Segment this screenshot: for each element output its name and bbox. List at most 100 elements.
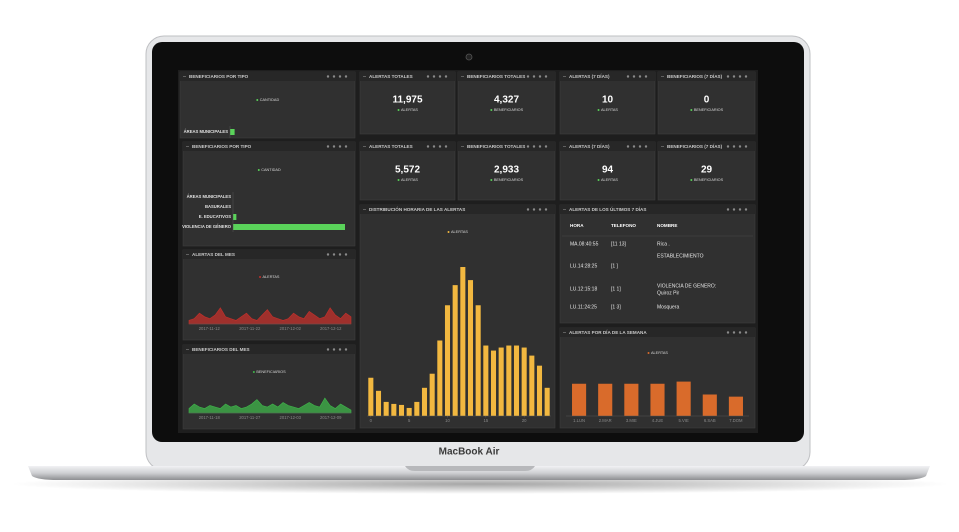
panel-tool-icon [432,145,436,148]
panel-title: BENEFICIARIOS (7 DÍAS) [667,72,723,79]
panel-tool-icon [538,145,542,148]
panel-header [360,205,555,214]
legend-label: ALERTAS [401,178,418,182]
panel-tool-icon [744,75,748,78]
x-tick-label: 2017-12-12 [320,326,342,331]
panel-tool-icon [626,145,630,148]
legend-dot [447,231,450,233]
x-tick-label: 0 [370,418,373,423]
panel-tool-icon [744,208,748,211]
device-label: MacBook Air [439,447,500,458]
bar [598,383,613,416]
panel-tool-icon [326,145,330,148]
panel-title: ALERTAS DE LOS ÚLTIMOS 7 DÍAS [569,205,646,212]
bar [233,214,237,220]
bar [444,305,451,416]
panel-tool-icon [332,75,336,78]
x-tick-label: 20 [522,418,527,423]
legend-label: ALERTAS [601,178,618,182]
bar [624,383,639,416]
panel-header [560,205,755,214]
panel-header [183,250,355,259]
legend-label: BENEFICIARIOS [494,108,524,112]
cell-time: MA.08:40:55 [570,241,599,247]
bar [475,305,481,416]
panel-tool-icon [538,75,542,78]
panel-tool-icon [338,145,342,148]
panel [182,249,356,341]
legend-label: CANTIDAD [261,168,281,172]
panel-tool-icon [632,145,636,148]
panel-tool-icon [426,75,430,78]
panel-header [560,328,755,337]
panel-tool-icon [732,331,736,334]
area [188,397,352,414]
column-header: HORA [570,223,584,228]
camera [465,53,473,61]
panel-title: DISTRIBUCIÓN HORARIA DE LAS ALERTAS [369,205,465,212]
panel-tool-icon [332,145,336,148]
bar [398,404,405,416]
panel-header [560,142,655,151]
panel-tool-icon [532,145,536,148]
stat-value: 5,572 [395,165,420,176]
bar [702,394,717,416]
panel-tool-icon [738,145,742,148]
x-tick-label: 15 [483,418,488,423]
bar [460,267,466,416]
panel [359,141,456,201]
legend-label: CANTIDAD [260,98,280,102]
legend-label: BENEFICIARIOS [694,178,724,182]
legend-dot [490,179,493,181]
panel-header [658,72,755,81]
panel-title: BENEFICIARIOS TOTALES [467,74,525,79]
panel-tool-icon [538,208,542,211]
cell-phone: [1 ] [611,263,619,269]
bar [544,387,550,416]
panel [359,71,456,135]
stat-value: 94 [602,165,614,176]
panel-title: BENEFICIARIOS DEL MES [192,347,250,352]
legend-label: BENEFICIARIOS [494,178,524,182]
panel-title: BENEFICIARIOS TOTALES [467,144,525,149]
legend-dot [690,109,693,111]
bar [513,345,520,416]
panel-header [458,72,555,81]
panel-tool-icon [726,331,730,334]
panel-title: ALERTAS TOTALES [369,74,413,79]
panel-tool-icon [326,253,330,256]
bar [506,345,512,416]
panel-tool-icon [444,75,448,78]
panel-tool-icon [726,75,730,78]
bar [233,224,345,230]
legend-dot [252,371,255,373]
panel-title: ALERTAS (7 DÍAS) [569,72,610,79]
panel [559,141,656,201]
legend-dot [397,109,400,111]
x-tick-label: 10 [445,418,450,423]
bar [529,355,535,416]
panel-header [360,142,455,151]
panel [457,71,556,135]
panel-header [458,142,555,151]
x-tick-label: 7.DOM [729,418,743,423]
category-label: ÁREAS MUNICIPALES [187,194,232,199]
panel-tool-icon [332,348,336,351]
panel-tool-icon [526,145,530,148]
panel [559,204,756,324]
stat-value: 0 [704,95,710,106]
panel-tool-icon [732,208,736,211]
cell-name: Mosquera [657,304,679,310]
panel-tool-icon [344,75,348,78]
panel-tool-icon [638,75,642,78]
category-label: E. EDUCATIVOS [199,214,231,219]
cell-time: LU.14:28:25 [570,263,597,269]
panel-title: ALERTAS (7 DÍAS) [569,142,610,149]
bar [421,387,428,416]
bar [521,347,527,416]
bar [536,365,543,416]
bar [437,340,443,416]
legend-label: BENEFICIARIOS [256,370,286,374]
panel [657,71,756,135]
panel [457,141,556,201]
